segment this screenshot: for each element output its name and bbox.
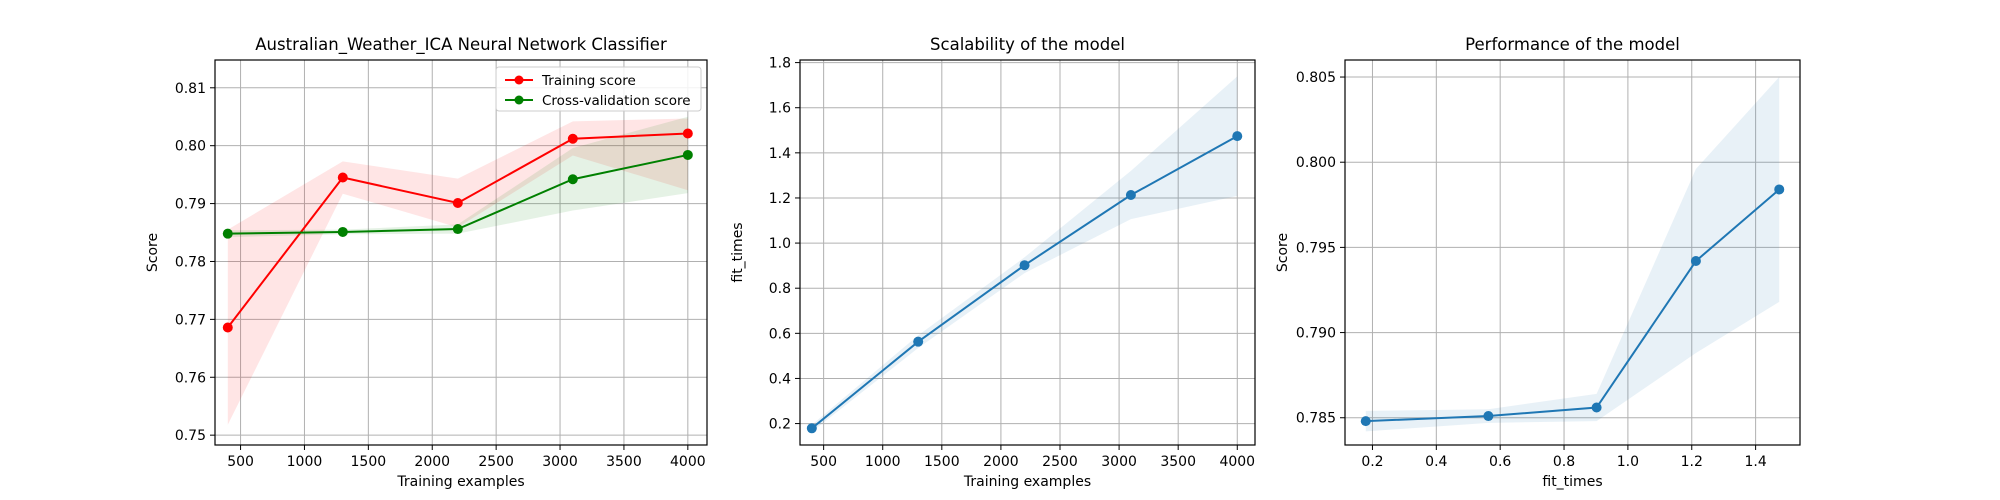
y-tick-label: 1.0: [769, 236, 791, 252]
x-tick-label: 3000: [1101, 454, 1137, 470]
data-point: [1360, 416, 1371, 427]
y-axis-label: Score: [1275, 233, 1291, 272]
legend-label: Training score: [541, 73, 636, 89]
data-point: [1591, 402, 1602, 413]
data-point: [682, 149, 693, 160]
data-point: [1125, 190, 1136, 201]
x-tick-label: 0.6: [1489, 454, 1511, 470]
x-tick-label: 0.4: [1425, 454, 1447, 470]
legend-box: [495, 66, 702, 112]
data-point: [337, 226, 348, 237]
x-tick-label: 2500: [1042, 454, 1078, 470]
y-tick-label: 0.4: [769, 371, 791, 387]
x-tick-label: 0.2: [1361, 454, 1383, 470]
x-tick-label: 2000: [983, 454, 1019, 470]
x-tick-label: 3000: [542, 454, 578, 470]
chart-title: Performance of the model: [1465, 35, 1680, 54]
data-point: [682, 128, 693, 139]
y-tick-label: 0.75: [175, 428, 206, 444]
x-tick-label: 4000: [1219, 454, 1255, 470]
data-point: [567, 133, 578, 144]
axes-frame: [214, 59, 708, 446]
confidence-band-2: [227, 116, 688, 238]
legend: Training score Cross-validation score: [495, 66, 702, 112]
confidence-band-1: [227, 118, 688, 425]
chart-3: 0.2 0.4 0.6 0.8 1.0 1.2 1.4 0.785 0.790 0.795 0.80…: [1275, 35, 1801, 490]
y-tick-label: 0.77: [175, 312, 206, 328]
data-point: [1019, 260, 1030, 271]
chart-title: Australian_Weather_ICA Neural Network Cl…: [255, 35, 667, 55]
y-tick-label: 0.78: [175, 254, 206, 270]
data-point: [1774, 184, 1785, 195]
x-tick-label: 1000: [865, 454, 901, 470]
y-tick-label: 0.6: [769, 326, 791, 342]
x-tick-label: 1000: [287, 454, 323, 470]
y-tick-label: 0.81: [175, 81, 206, 97]
legend-marker: [514, 95, 524, 105]
y-tick-label: 0.76: [175, 370, 206, 386]
x-axis-label: Training examples: [963, 474, 1091, 490]
y-tick-label: 1.8: [769, 56, 791, 72]
data-point: [913, 336, 924, 347]
y-tick-label: 0.79: [175, 197, 206, 213]
data-point: [452, 198, 463, 208]
data-point: [567, 174, 578, 185]
y-tick-label: 0.795: [1296, 240, 1336, 256]
y-axis-label: Score: [145, 233, 161, 272]
x-tick-label: 4000: [670, 454, 706, 470]
data-point: [337, 172, 348, 183]
x-tick-label: 1.0: [1617, 454, 1639, 470]
axes-frame: [1344, 59, 1801, 446]
data-point: [1232, 131, 1243, 142]
confidence-band-1: [1365, 77, 1780, 432]
data-point: [806, 423, 817, 434]
x-tick-label: 2500: [478, 454, 514, 470]
y-tick-label: 0.785: [1296, 411, 1336, 427]
legend-label: Cross-validation score: [542, 93, 691, 109]
x-axis-label: fit_times: [1542, 474, 1602, 490]
y-tick-label: 1.2: [769, 191, 791, 207]
chart-1: 500 1000 1500 2000 2500 3000 3500 4000 0.75 0.76 0…: [145, 35, 708, 490]
data-point: [222, 228, 233, 239]
x-tick-label: 1500: [924, 454, 960, 470]
x-tick-label: 1.4: [1744, 454, 1766, 470]
y-tick-label: 0.790: [1296, 326, 1336, 342]
x-tick-label: 3500: [606, 454, 642, 470]
y-axis-label: fit_times: [730, 222, 746, 282]
data-point: [1483, 411, 1494, 422]
data-point: [1690, 256, 1701, 267]
data-point: [222, 322, 233, 333]
x-axis-label: Training examples: [396, 474, 524, 490]
legend-marker: [514, 75, 524, 85]
y-tick-label: 1.4: [769, 146, 791, 162]
chart-title: Scalability of the model: [930, 35, 1125, 54]
y-tick-label: 1.6: [769, 101, 791, 117]
data-point: [452, 224, 463, 235]
x-tick-label: 1500: [351, 454, 387, 470]
x-tick-label: 3500: [1160, 454, 1196, 470]
x-tick-label: 500: [227, 454, 254, 470]
y-tick-label: 0.2: [769, 417, 791, 433]
axes-frame: [799, 59, 1256, 446]
x-tick-label: 2000: [414, 454, 450, 470]
x-tick-label: 1.2: [1681, 454, 1703, 470]
chart-2: 500 1000 1500 2000 2500 3000 3500 4000 0.2 0.4 0.6…: [730, 35, 1256, 490]
y-tick-label: 0.800: [1296, 155, 1336, 171]
x-tick-label: 500: [810, 454, 837, 470]
y-tick-label: 0.80: [175, 139, 206, 155]
y-tick-label: 0.8: [769, 281, 791, 297]
x-tick-label: 0.8: [1553, 454, 1575, 470]
y-tick-label: 0.805: [1296, 70, 1336, 86]
